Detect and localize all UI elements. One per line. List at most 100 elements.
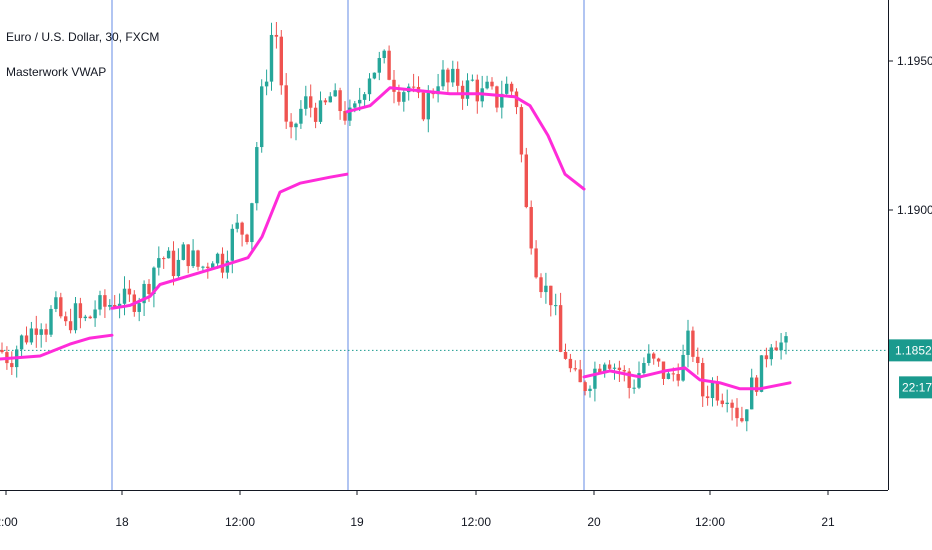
candle-body bbox=[171, 250, 176, 277]
candle-body bbox=[264, 81, 269, 87]
candle-body bbox=[206, 266, 210, 269]
candle bbox=[730, 399, 734, 421]
candle-body bbox=[108, 305, 112, 307]
candle bbox=[309, 84, 313, 118]
candle-body bbox=[676, 374, 680, 381]
candle bbox=[88, 315, 92, 319]
candle-body bbox=[558, 305, 563, 352]
candle-body bbox=[568, 358, 573, 369]
candle bbox=[534, 240, 538, 279]
candle bbox=[24, 326, 29, 345]
candle-body bbox=[162, 258, 166, 260]
y-tick-label: 1.19000 bbox=[897, 203, 932, 217]
candle-body bbox=[230, 228, 234, 261]
candle-body bbox=[250, 203, 254, 243]
candle bbox=[446, 67, 450, 92]
candle bbox=[299, 100, 303, 129]
candle bbox=[696, 347, 700, 375]
candle-body bbox=[279, 36, 283, 86]
x-tick-label: 12:00 bbox=[461, 515, 491, 529]
candle-body bbox=[255, 147, 259, 204]
indicator-title[interactable]: Masterwork VWAP bbox=[6, 65, 107, 79]
candle bbox=[49, 305, 53, 337]
candle-body bbox=[720, 400, 724, 405]
candle bbox=[98, 290, 102, 316]
candle-body bbox=[117, 303, 122, 307]
candle-body bbox=[93, 309, 97, 319]
candle bbox=[235, 214, 239, 233]
candle bbox=[362, 91, 367, 107]
candle-body bbox=[39, 329, 43, 335]
candle-body bbox=[607, 364, 612, 369]
candle-body bbox=[358, 99, 362, 104]
candle-body bbox=[166, 250, 171, 259]
candle-body bbox=[656, 358, 661, 362]
candle-body bbox=[323, 100, 328, 103]
candle-body bbox=[500, 93, 504, 108]
candle bbox=[691, 326, 695, 363]
candle-body bbox=[284, 85, 288, 122]
candle-body bbox=[137, 303, 141, 312]
candle-body bbox=[215, 253, 220, 264]
candle bbox=[113, 295, 117, 309]
candle bbox=[725, 389, 729, 413]
candle-body bbox=[549, 285, 553, 306]
candle-body bbox=[647, 353, 651, 364]
candle bbox=[759, 355, 764, 393]
candle bbox=[784, 332, 788, 355]
candle-body bbox=[49, 308, 53, 335]
candle-body bbox=[671, 373, 675, 375]
x-tick-label: 12:00 bbox=[695, 515, 725, 529]
candle bbox=[157, 246, 161, 276]
candle-body bbox=[705, 396, 710, 399]
candle-body bbox=[470, 79, 475, 81]
candle-body bbox=[554, 305, 558, 307]
candle bbox=[563, 343, 568, 360]
candle-body bbox=[176, 259, 181, 277]
countdown-badge bbox=[899, 376, 932, 399]
candle bbox=[19, 334, 24, 357]
symbol-title[interactable]: Euro / U.S. Dollar, 30, FXCM bbox=[6, 30, 160, 44]
candle-body bbox=[54, 297, 58, 309]
candle-body bbox=[426, 93, 430, 120]
candle-body bbox=[509, 83, 514, 92]
candle-body bbox=[98, 295, 102, 310]
candle-body bbox=[245, 234, 249, 243]
candle-body bbox=[382, 50, 386, 59]
candle-body bbox=[764, 355, 769, 360]
candle bbox=[103, 289, 107, 318]
candle-body bbox=[754, 377, 759, 392]
candle-body bbox=[475, 79, 479, 102]
candle-body bbox=[235, 222, 239, 229]
candle bbox=[554, 293, 558, 316]
candle-body bbox=[44, 329, 48, 335]
candle-body bbox=[24, 335, 29, 343]
candle bbox=[652, 352, 656, 365]
candle-body bbox=[637, 373, 641, 388]
candle-body bbox=[627, 371, 631, 388]
candle-body bbox=[490, 81, 494, 87]
candle bbox=[0, 342, 4, 354]
candle-body bbox=[652, 353, 656, 359]
candle bbox=[294, 122, 298, 141]
candle bbox=[583, 380, 587, 396]
session-separators bbox=[111, 0, 585, 490]
candle bbox=[166, 247, 171, 259]
candle bbox=[372, 72, 377, 80]
candle bbox=[451, 60, 455, 87]
candle bbox=[39, 323, 43, 348]
vwap-segment-4 bbox=[582, 366, 792, 391]
candle-body bbox=[377, 58, 381, 73]
candle bbox=[647, 344, 651, 366]
candle bbox=[740, 406, 744, 423]
candle-body bbox=[402, 92, 406, 102]
candle-body bbox=[304, 96, 308, 109]
candle bbox=[304, 85, 308, 116]
candle-body bbox=[348, 107, 352, 121]
candle-body bbox=[544, 285, 548, 293]
candle-body bbox=[157, 258, 161, 268]
candle-body bbox=[617, 367, 622, 371]
candle-body bbox=[735, 407, 739, 419]
candle bbox=[274, 21, 279, 49]
